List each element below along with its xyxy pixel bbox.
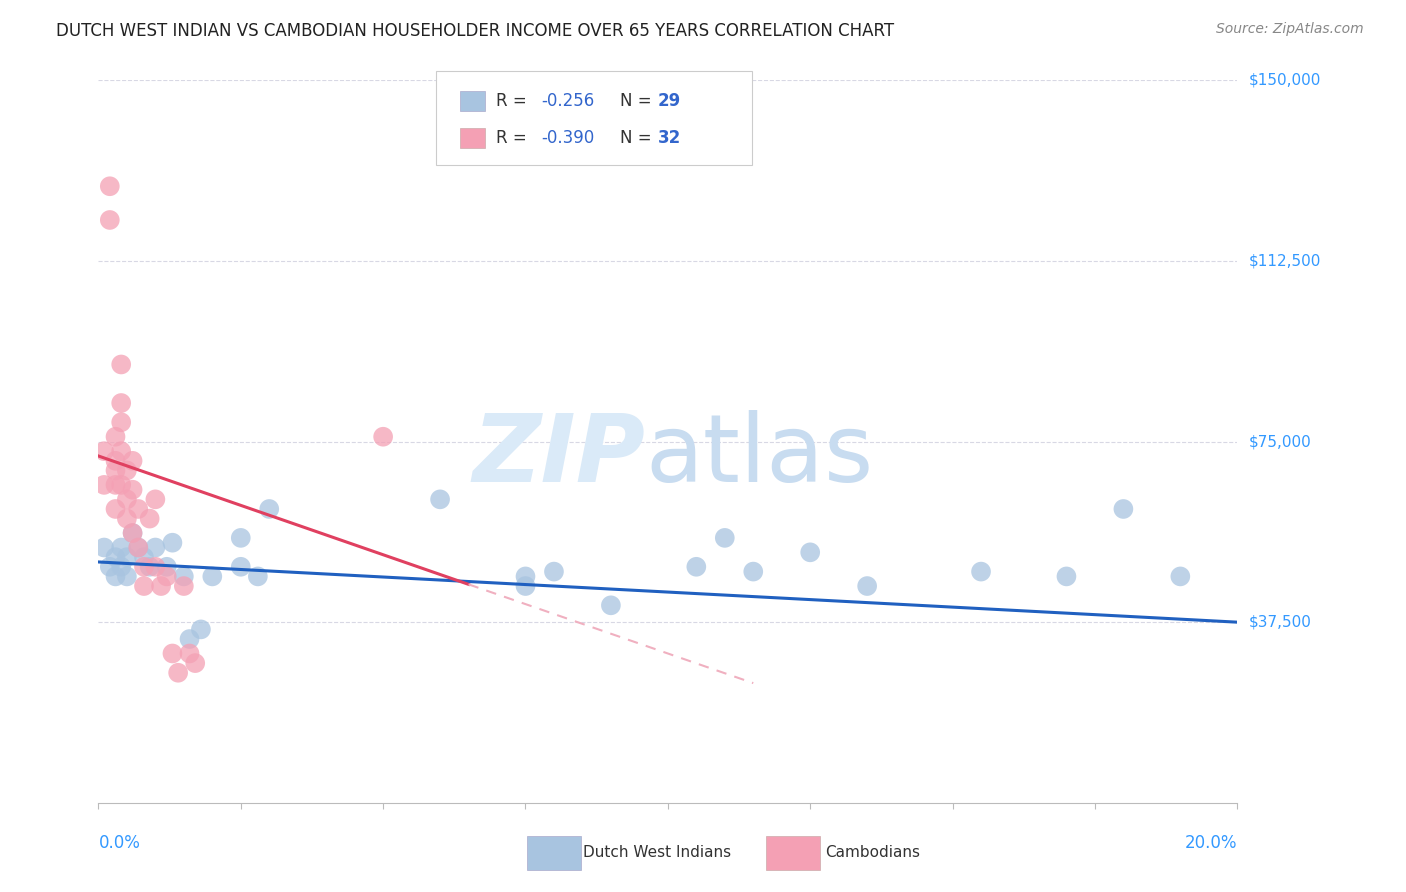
Point bbox=[856, 579, 879, 593]
Point bbox=[115, 511, 138, 525]
Point bbox=[179, 647, 201, 661]
Point bbox=[1056, 569, 1078, 583]
Point bbox=[121, 526, 143, 541]
Point bbox=[150, 579, 173, 593]
Point bbox=[110, 541, 132, 555]
Point bbox=[543, 565, 565, 579]
Point bbox=[115, 569, 138, 583]
Text: $112,500: $112,500 bbox=[1249, 253, 1320, 268]
Text: Source: ZipAtlas.com: Source: ZipAtlas.com bbox=[1216, 22, 1364, 37]
Point bbox=[429, 492, 451, 507]
Point bbox=[600, 599, 623, 613]
Text: 20.0%: 20.0% bbox=[1185, 834, 1237, 852]
Point bbox=[246, 569, 269, 583]
Point bbox=[104, 454, 127, 468]
Point bbox=[799, 545, 821, 559]
Point bbox=[132, 579, 155, 593]
Point bbox=[98, 179, 121, 194]
Point bbox=[173, 569, 195, 583]
Text: ZIP: ZIP bbox=[472, 410, 645, 502]
Point bbox=[110, 559, 132, 574]
Point bbox=[115, 492, 138, 507]
Text: atlas: atlas bbox=[645, 410, 873, 502]
Point bbox=[145, 492, 167, 507]
Point bbox=[121, 483, 143, 497]
Point bbox=[110, 444, 132, 458]
Point bbox=[685, 559, 707, 574]
Point bbox=[127, 541, 149, 555]
Point bbox=[373, 430, 395, 444]
Point bbox=[145, 541, 167, 555]
Point bbox=[104, 478, 127, 492]
Point bbox=[110, 415, 132, 429]
Point bbox=[127, 541, 149, 555]
Text: N =: N = bbox=[620, 129, 657, 147]
Point bbox=[145, 559, 167, 574]
Point bbox=[104, 463, 127, 477]
Point bbox=[1170, 569, 1192, 583]
Point bbox=[110, 478, 132, 492]
Point bbox=[714, 531, 737, 545]
Point bbox=[970, 565, 993, 579]
Text: R =: R = bbox=[496, 92, 533, 110]
Text: Cambodians: Cambodians bbox=[825, 846, 921, 860]
Point bbox=[229, 559, 252, 574]
Text: 29: 29 bbox=[658, 92, 682, 110]
Point bbox=[127, 502, 149, 516]
Point bbox=[104, 502, 127, 516]
Point bbox=[110, 396, 132, 410]
Point bbox=[190, 623, 212, 637]
Point bbox=[156, 569, 179, 583]
Point bbox=[162, 647, 184, 661]
Point bbox=[93, 444, 115, 458]
Point bbox=[132, 550, 155, 565]
Point bbox=[132, 559, 155, 574]
Point bbox=[138, 559, 160, 574]
Point bbox=[156, 559, 179, 574]
Point bbox=[162, 535, 184, 549]
Text: $75,000: $75,000 bbox=[1249, 434, 1312, 449]
Point bbox=[115, 550, 138, 565]
Point bbox=[115, 463, 138, 477]
Point bbox=[104, 430, 127, 444]
Text: 0.0%: 0.0% bbox=[98, 834, 141, 852]
Point bbox=[121, 454, 143, 468]
Point bbox=[184, 656, 207, 670]
Text: N =: N = bbox=[620, 92, 657, 110]
Text: $37,500: $37,500 bbox=[1249, 615, 1312, 630]
Text: -0.390: -0.390 bbox=[541, 129, 595, 147]
Text: Dutch West Indians: Dutch West Indians bbox=[583, 846, 731, 860]
Point bbox=[742, 565, 765, 579]
Point bbox=[1112, 502, 1135, 516]
Point bbox=[121, 526, 143, 541]
Point bbox=[98, 213, 121, 227]
Point bbox=[104, 569, 127, 583]
Point bbox=[179, 632, 201, 646]
Point bbox=[110, 358, 132, 372]
Point bbox=[173, 579, 195, 593]
Point bbox=[515, 579, 537, 593]
Point bbox=[515, 569, 537, 583]
Point bbox=[138, 511, 160, 525]
Text: -0.256: -0.256 bbox=[541, 92, 595, 110]
Point bbox=[167, 665, 190, 680]
Point bbox=[98, 559, 121, 574]
Text: DUTCH WEST INDIAN VS CAMBODIAN HOUSEHOLDER INCOME OVER 65 YEARS CORRELATION CHAR: DUTCH WEST INDIAN VS CAMBODIAN HOUSEHOLD… bbox=[56, 22, 894, 40]
Text: $150,000: $150,000 bbox=[1249, 73, 1320, 87]
Point bbox=[93, 541, 115, 555]
Point bbox=[104, 550, 127, 565]
Point bbox=[201, 569, 224, 583]
Y-axis label: Householder Income Over 65 years: Householder Income Over 65 years bbox=[0, 306, 7, 577]
Text: R =: R = bbox=[496, 129, 533, 147]
Point bbox=[93, 478, 115, 492]
Text: 32: 32 bbox=[658, 129, 682, 147]
Point bbox=[229, 531, 252, 545]
Point bbox=[259, 502, 281, 516]
